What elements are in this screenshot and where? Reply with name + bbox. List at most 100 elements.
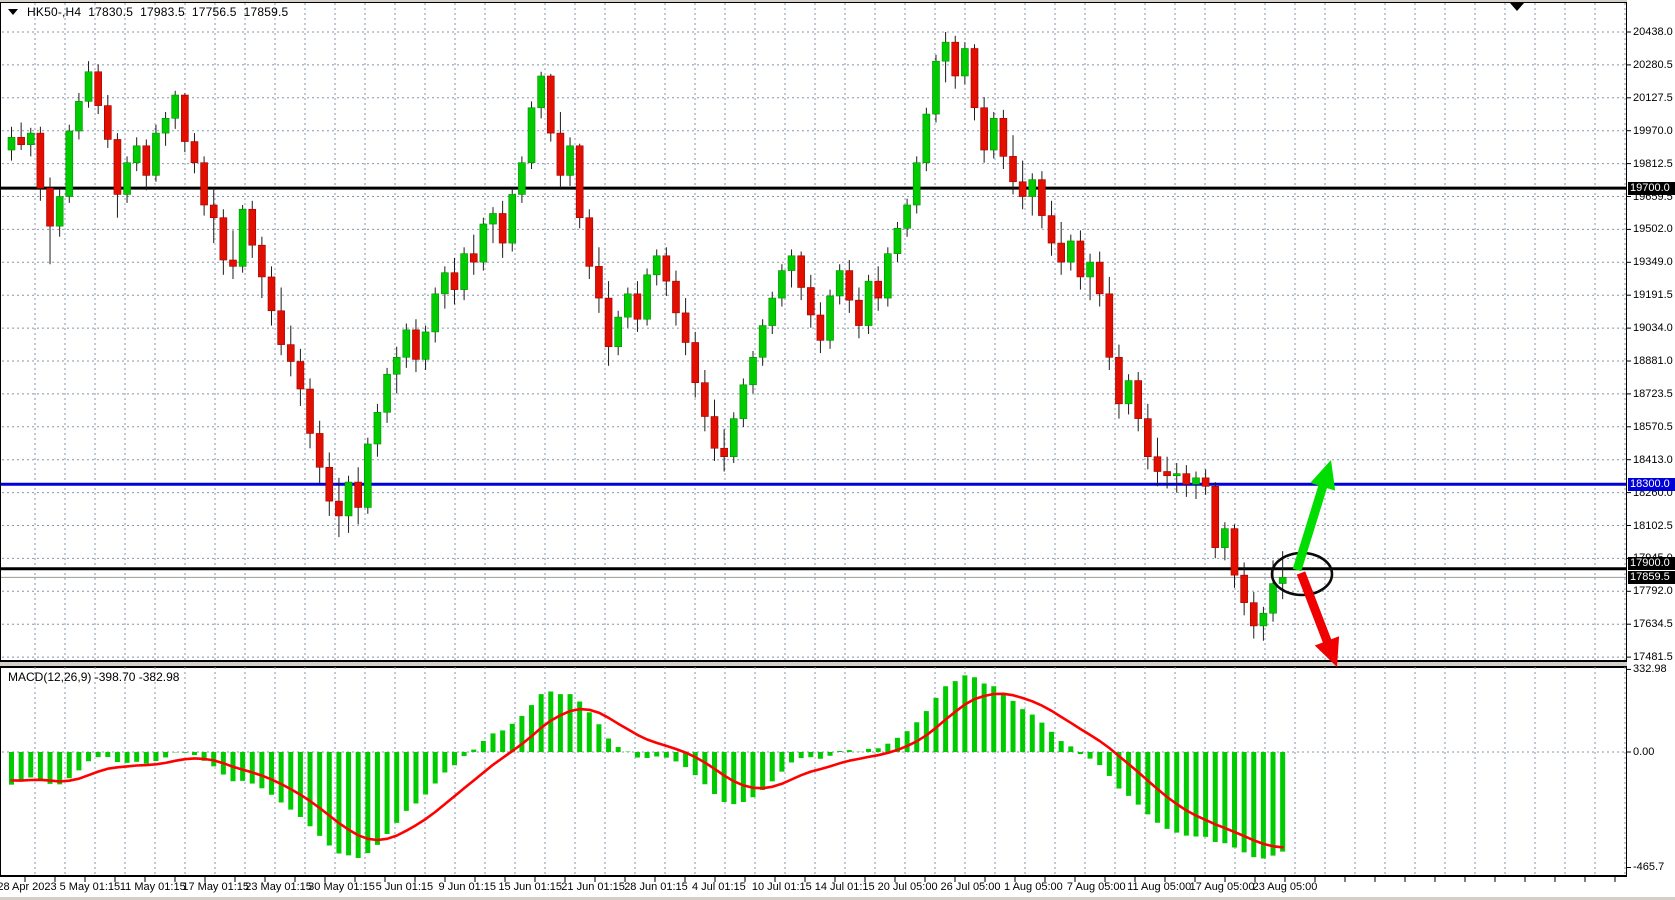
time-axis-label: 9 Jun 01:15 [438,881,497,893]
bull-candle [161,117,170,134]
symbol-period-label: HK50-,H4 [27,5,82,19]
price-axis[interactable] [1627,0,1675,877]
time-axis[interactable] [0,877,1675,897]
bear-candle [701,382,709,417]
bear-candle [412,329,420,360]
time-axis-label: 28 Jun 01:15 [624,881,688,893]
chart-shift-marker[interactable] [1510,3,1524,11]
bear-candle [36,132,45,189]
bar-high-value: 17983.5 [140,5,185,19]
price-badge: 17900.0 [1628,556,1675,570]
bear-candle [469,253,478,263]
bull-candle [1269,583,1277,614]
bear-candle [1076,240,1085,278]
bear-candle [181,94,189,142]
bull-candle [1259,612,1268,627]
bearish-scenario-arrow[interactable] [1296,571,1340,667]
price-axis-label: 19970.0 [1633,124,1673,137]
bull-candle [7,137,16,151]
bear-candle [797,255,805,288]
bear-candle [258,244,266,278]
bear-candle [17,137,25,146]
price-axis-label: 17634.5 [1633,618,1673,631]
macd-main-value: -398.70 [94,670,136,684]
bear-candle [277,310,285,345]
bull-candle [26,132,35,146]
bear-candle [951,41,960,77]
time-axis-label: 7 Aug 05:00 [1066,881,1126,893]
bear-candle [325,466,334,502]
bull-candle [1221,528,1229,548]
bear-candle [970,48,979,109]
bull-candle [392,356,401,375]
time-axis-label: 1 Aug 05:00 [1004,881,1063,893]
price-chart-panel[interactable] [0,2,1627,662]
symbol-info-bar: HK50-,H4 17830.5 17983.5 17756.5 17859.5 [8,5,288,19]
bear-candle [806,287,815,316]
bullish-scenario-arrow[interactable] [1292,460,1336,572]
bear-candle [315,433,324,468]
time-axis-label: 23 May 01:15 [245,881,312,893]
bear-candle [296,361,305,390]
bull-candle [643,274,651,320]
price-axis-label: 19191.5 [1633,289,1673,302]
bull-candle [479,223,488,263]
bear-candle [1240,574,1248,603]
bull-candle [152,132,160,176]
macd-signal-line [10,692,1284,849]
bull-candle [1278,577,1287,584]
bull-candle [758,325,767,358]
bull-candle [1172,473,1181,477]
time-axis-label: 5 May 01:15 [59,881,121,893]
bear-candle [1038,179,1046,216]
bull-candle [508,194,517,244]
price-badge: 18300.0 [1628,477,1675,491]
bear-candle [248,208,257,246]
bear-candle [354,481,362,508]
bear-candle [855,299,863,326]
bull-candle [739,384,748,419]
macd-axis-label: 0.00 [1633,746,1655,758]
bull-candle [1028,179,1037,197]
time-axis-label: 15 Jun 01:15 [498,881,562,893]
time-axis-label: 11 May 01:15 [119,881,186,893]
time-axis-label: 5 Jun 01:15 [375,881,434,893]
bull-candle [238,208,247,267]
bull-candle [941,41,950,62]
price-axis-label: 18570.5 [1633,420,1673,433]
bear-candle [691,342,700,383]
bear-candle [720,447,728,458]
bear-candle [1018,181,1027,197]
price-axis-label: 19349.0 [1633,256,1673,269]
price-axis-label: 20438.0 [1633,26,1673,38]
bear-candle [1249,602,1258,627]
bear-candle [604,297,613,348]
bear-candle [845,270,854,301]
bear-candle [1047,215,1056,244]
time-axis-label: 20 Jul 05:00 [877,881,938,893]
bear-candle [498,213,507,244]
symbol-dropdown-icon[interactable] [8,9,18,15]
price-axis-label: 18102.5 [1633,519,1673,532]
bar-open-value: 17830.5 [88,5,134,19]
bear-candle [575,145,584,219]
bear-candle [816,314,825,341]
bull-candle [373,411,382,445]
macd-signal-value: -382.98 [138,670,180,684]
bull-candle [652,255,661,276]
bear-candle [1105,293,1114,358]
time-axis-label: 26 Jul 05:00 [940,881,1001,893]
price-axis-label: 20127.5 [1633,91,1673,104]
time-axis-label: 21 Jun 01:15 [561,881,625,893]
bear-candle [681,312,690,343]
bear-candle [1115,356,1123,405]
bear-candle [104,105,112,140]
bear-candle [1144,418,1152,458]
bull-candle [123,162,131,195]
bull-candle [826,295,834,341]
bear-candle [672,280,680,314]
bull-candle [75,101,83,132]
price-badge: 19700.0 [1628,181,1675,195]
